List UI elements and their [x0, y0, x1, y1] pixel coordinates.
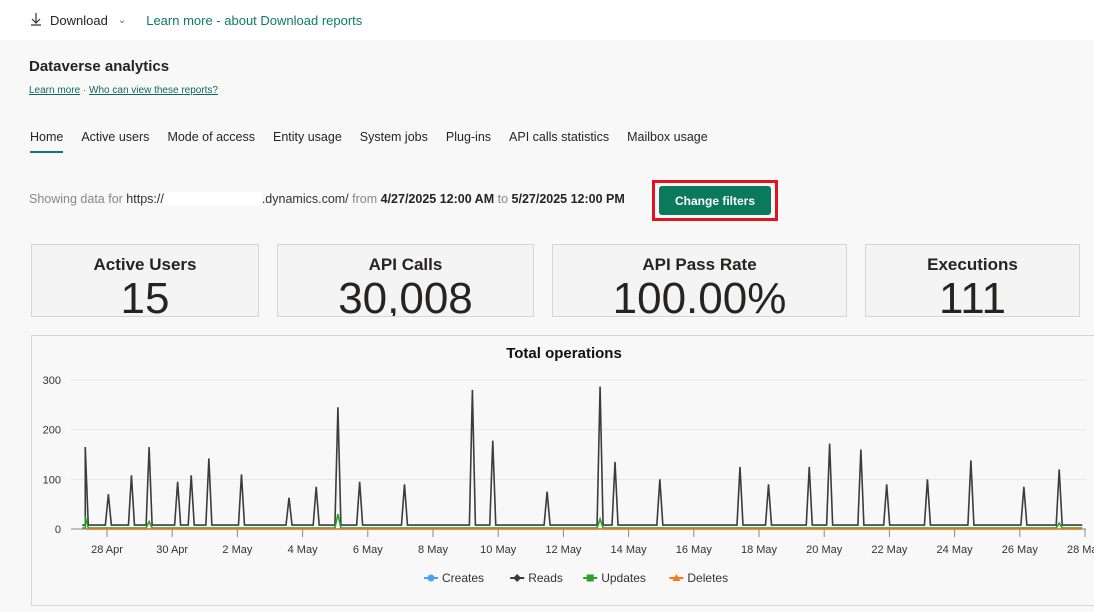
- chevron-down-icon: ⌄: [117, 14, 127, 26]
- card-label: API Calls: [368, 255, 443, 274]
- legend-triangle-icon: [672, 574, 681, 581]
- card-value: 100.00%: [612, 274, 787, 317]
- total-operations-chart: Total operations 0 100 200 300 28 Apr 30 Apr 2…: [31, 335, 1094, 606]
- filter-prefix: Showing data for: [29, 192, 127, 206]
- x-tick-label: 8 May: [418, 544, 448, 556]
- legend-item: Updates: [601, 571, 646, 585]
- card-label: Executions: [927, 255, 1018, 274]
- card-value: 30,008: [338, 274, 473, 317]
- tab-entity-usage[interactable]: Entity usage: [272, 130, 342, 144]
- header-links: Learn more · Who can view these reports?: [29, 85, 218, 96]
- page-title: Dataverse analytics: [29, 58, 170, 75]
- url-end: .dynamics.com/: [261, 192, 349, 206]
- legend-item: Reads: [528, 571, 563, 585]
- separator: ·: [82, 85, 87, 96]
- x-tick-label: 16 May: [676, 544, 713, 556]
- card-label: Active Users: [93, 255, 197, 274]
- card-api-calls: API Calls 30,008: [277, 244, 534, 317]
- x-tick-label: 14 May: [611, 544, 648, 556]
- filter-summary: Showing data for https:// .dynamics.com/…: [29, 192, 625, 206]
- tab-home[interactable]: Home: [30, 130, 64, 153]
- card-value: 15: [120, 274, 170, 317]
- tab-system-jobs[interactable]: System jobs: [359, 130, 428, 144]
- x-tick-label: 28 May: [1067, 544, 1094, 556]
- start-date: 4/27/2025 12:00 AM: [380, 192, 495, 206]
- tab-plug-ins[interactable]: Plug-ins: [445, 130, 492, 144]
- y-tick-label: 300: [43, 375, 61, 387]
- learn-more-link[interactable]: Learn more: [29, 85, 81, 96]
- card-active-users: Active Users 15: [31, 244, 259, 317]
- learn-more-download-link[interactable]: Learn more - about Download reports: [146, 12, 363, 28]
- legend-diamond-icon: [513, 574, 522, 582]
- download-button[interactable]: Download ⌄: [30, 12, 126, 29]
- y-tick-label: 100: [43, 474, 61, 486]
- x-tick-label: 30 Apr: [156, 544, 188, 556]
- tab-mailbox-usage[interactable]: Mailbox usage: [627, 130, 708, 144]
- tab-active-users[interactable]: Active users: [81, 130, 150, 144]
- card-label: API Pass Rate: [642, 255, 757, 274]
- legend-item: Creates: [442, 571, 484, 585]
- redacted-region: [163, 192, 262, 206]
- highlight-box: Change filters: [652, 180, 778, 221]
- x-tick-label: 28 Apr: [91, 544, 123, 556]
- legend-circle-icon: [427, 574, 435, 582]
- top-toolbar: Download ⌄ Learn more - about Download r…: [0, 0, 1094, 40]
- from-text: from: [348, 192, 381, 206]
- legend-square-icon: [586, 574, 594, 582]
- tab-mode-of-access[interactable]: Mode of access: [167, 130, 255, 144]
- x-tick-label: 4 May: [288, 544, 318, 556]
- x-tick-label: 20 May: [806, 544, 843, 556]
- tab-api-calls-statistics[interactable]: API calls statistics: [509, 130, 610, 144]
- chart-svg: Total operations 0 100 200 300 28 Apr 30 Apr 2…: [43, 345, 1094, 585]
- change-filters-button[interactable]: Change filters: [659, 186, 771, 215]
- to-text: to: [494, 192, 512, 206]
- y-tick-label: 200: [43, 425, 61, 437]
- x-tick-label: 26 May: [1002, 544, 1039, 556]
- legend-item: Deletes: [687, 571, 728, 585]
- x-tick-label: 10 May: [480, 544, 517, 556]
- end-date: 5/27/2025 12:00 PM: [511, 192, 625, 206]
- chart-title: Total operations: [506, 345, 622, 362]
- card-value: 111: [939, 274, 1006, 317]
- x-tick-label: 2 May: [222, 544, 252, 556]
- y-tick-label: 0: [55, 524, 61, 536]
- download-arrow-icon: [30, 12, 42, 29]
- report-tabs: Home Active users Mode of access Entity …: [30, 130, 708, 153]
- who-can-view-link[interactable]: Who can view these reports?: [89, 85, 218, 96]
- card-api-pass-rate: API Pass Rate 100.00%: [552, 244, 847, 317]
- download-label: Download: [50, 12, 108, 28]
- url-start: https://: [126, 192, 164, 206]
- card-executions: Executions 111: [865, 244, 1080, 317]
- x-tick-label: 6 May: [353, 544, 383, 556]
- x-tick-label: 12 May: [545, 544, 582, 556]
- x-tick-label: 24 May: [937, 544, 974, 556]
- x-tick-label: 22 May: [871, 544, 908, 556]
- series-line-updates: [82, 513, 1083, 529]
- series-line-reads: [82, 386, 1083, 526]
- x-tick-label: 18 May: [741, 544, 778, 556]
